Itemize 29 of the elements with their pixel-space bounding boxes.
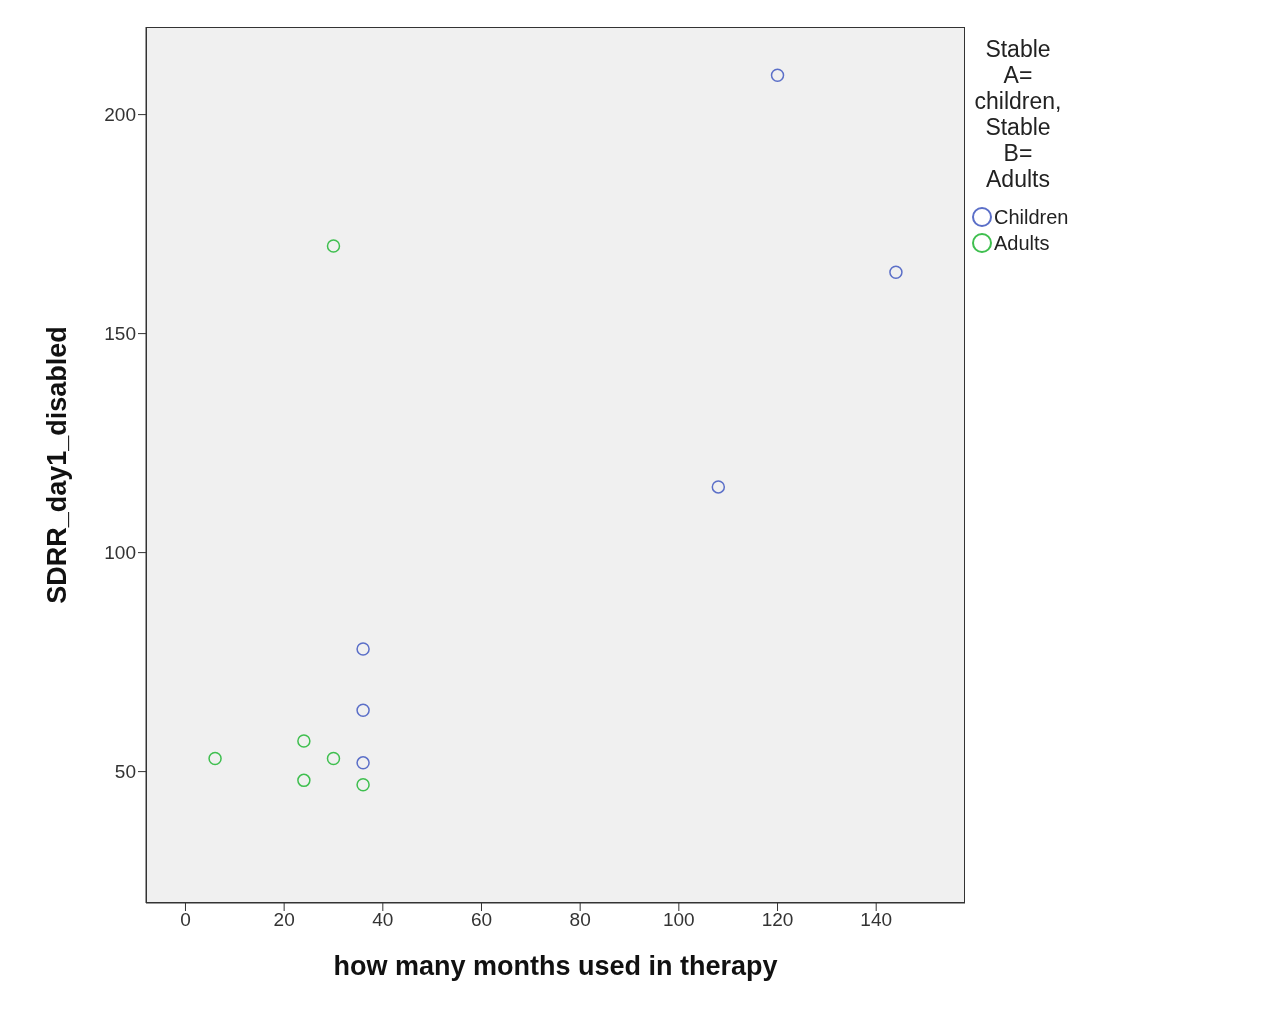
point: [326, 239, 341, 253]
x-tick-label: 60: [470, 909, 493, 931]
point: [297, 773, 311, 788]
point: [297, 734, 311, 748]
x-axis-title: how many months used in therapy: [333, 951, 778, 981]
x-tick-label: 140: [860, 909, 893, 931]
point: [326, 751, 341, 766]
legend-title: Stable A= children, Stable B= Adults: [973, 36, 1063, 192]
x-tick-label: 20: [273, 909, 295, 931]
y-tick-label: 50: [114, 761, 136, 783]
x-tick-label: 100: [662, 909, 695, 931]
y-tick-label: 150: [104, 323, 136, 345]
legend-label: Adults: [994, 231, 1050, 255]
point: [356, 777, 370, 792]
point: [208, 751, 222, 766]
point: [356, 642, 370, 656]
x-tick-label: 80: [569, 909, 591, 931]
x-tick-label: 0: [180, 909, 191, 931]
point: [770, 68, 785, 82]
point: [711, 480, 726, 494]
y-tick-label: 100: [104, 542, 136, 564]
legend-label: Children: [994, 205, 1069, 229]
point: [889, 265, 903, 280]
point: [356, 756, 370, 770]
x-tick-label: 40: [372, 909, 394, 931]
x-tick-label: 120: [761, 909, 794, 931]
point: [356, 703, 370, 718]
y-axis-title: SDRR_day1_disabled: [41, 326, 72, 604]
y-tick-label: 200: [104, 104, 136, 126]
